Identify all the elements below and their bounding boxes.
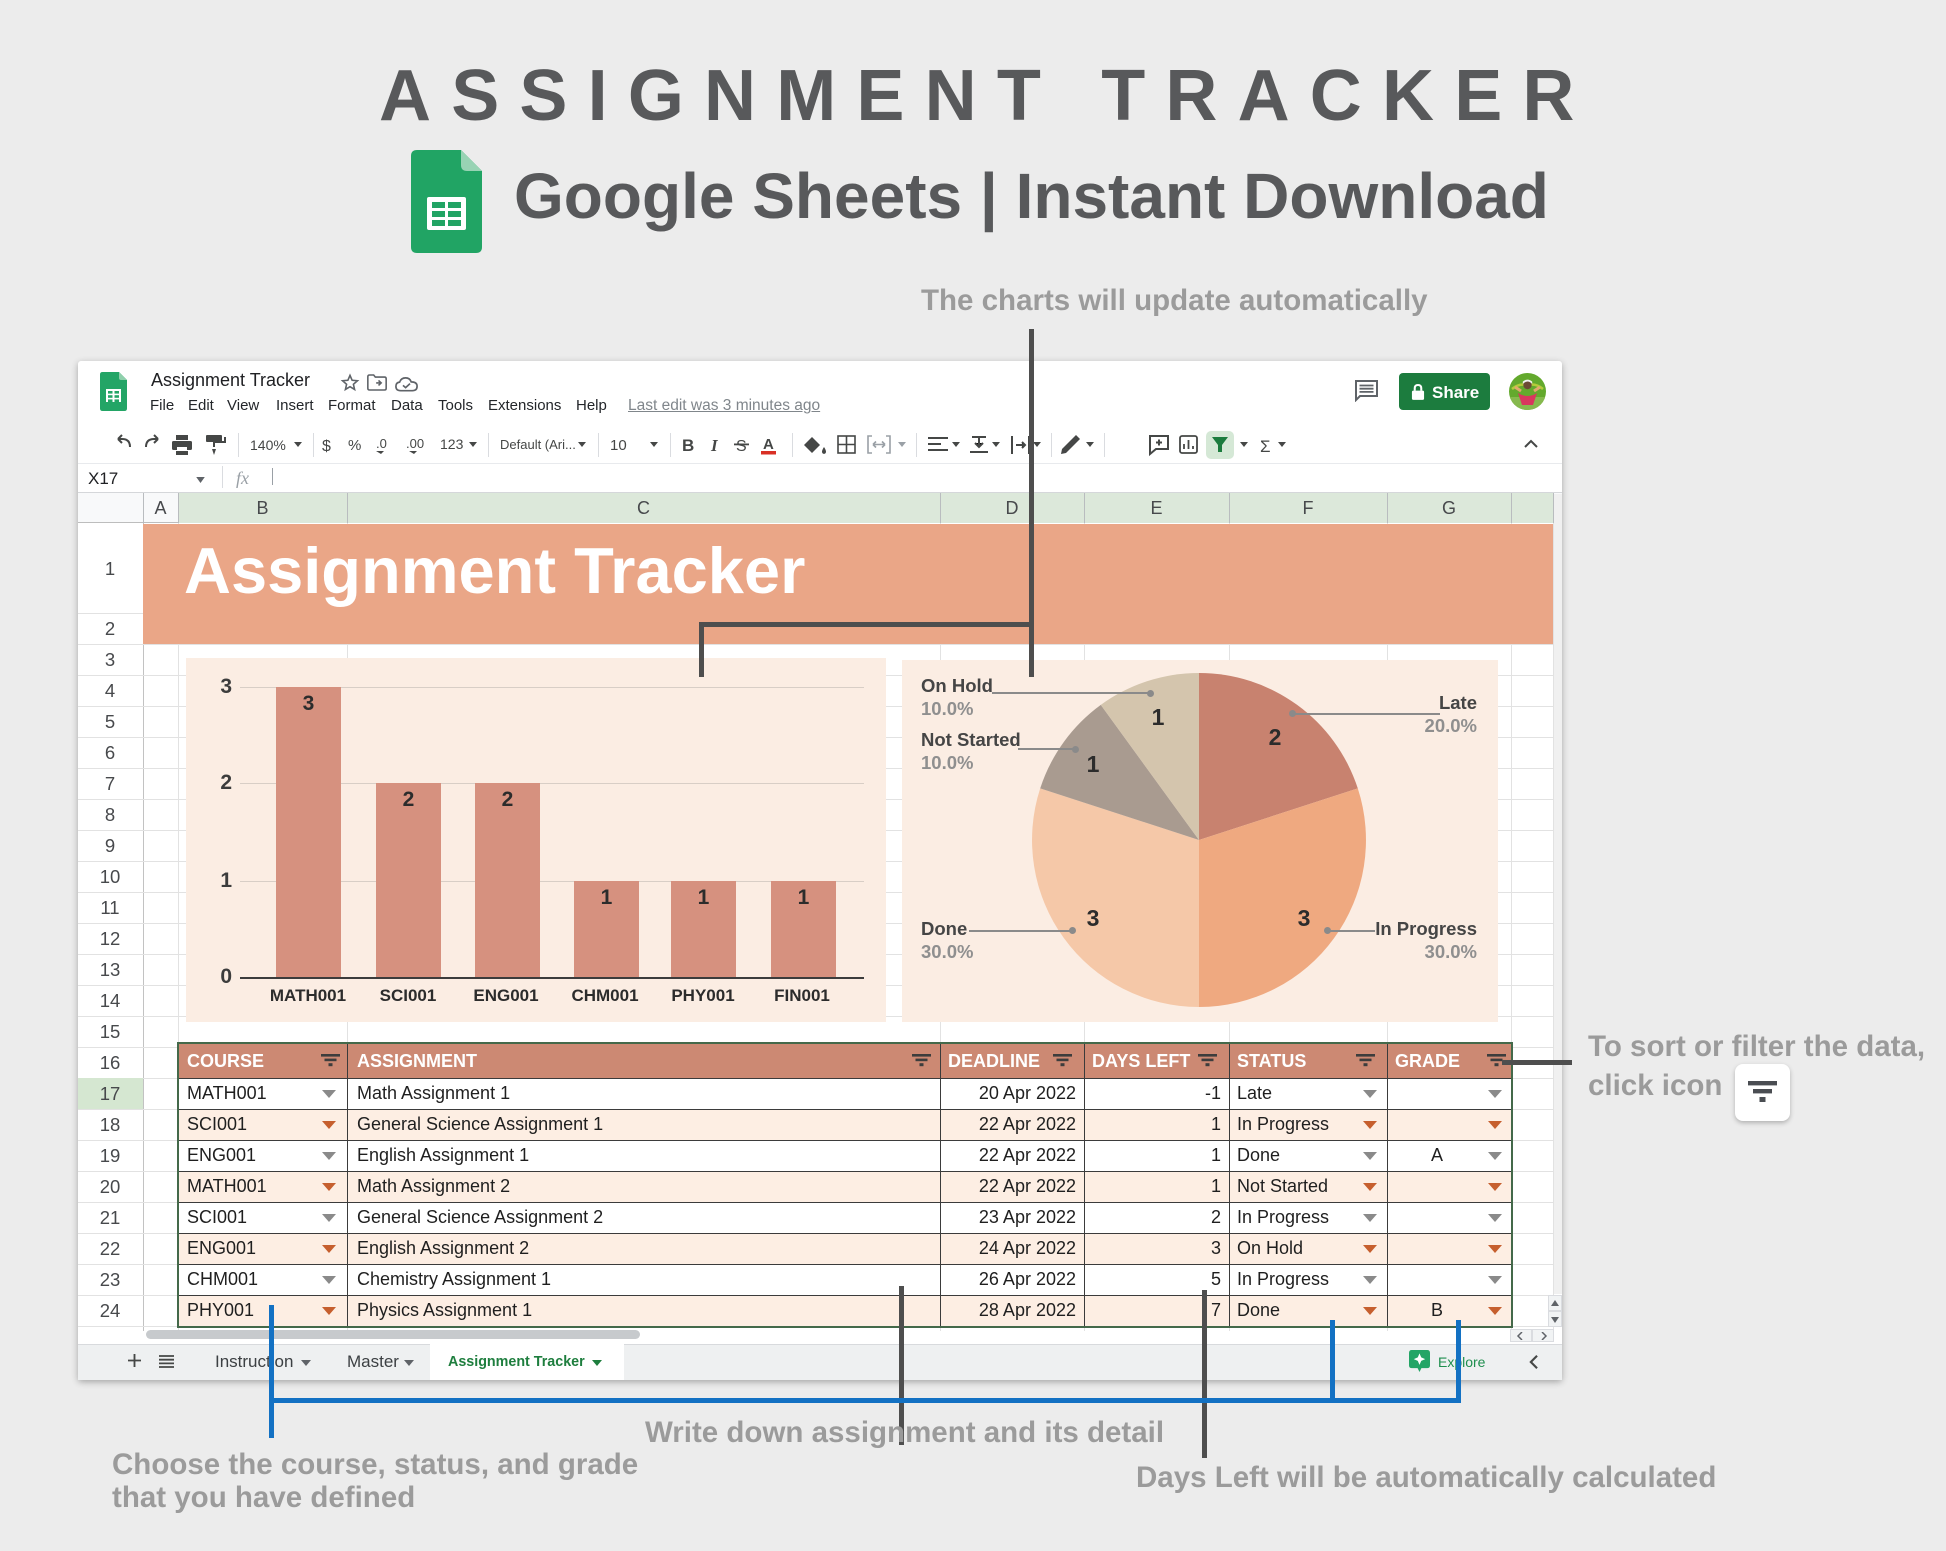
svg-text:B: B <box>682 436 694 455</box>
svg-text:.00: .00 <box>406 436 424 451</box>
svg-text:140%: 140% <box>250 437 286 453</box>
svg-text:%: % <box>348 437 361 454</box>
svg-text:I: I <box>710 436 719 455</box>
svg-text:A: A <box>763 436 774 453</box>
svg-text:Default (Ari...: Default (Ari... <box>500 437 576 452</box>
svg-text:S: S <box>736 438 747 455</box>
svg-text:$: $ <box>322 438 331 455</box>
svg-text:123: 123 <box>440 436 464 452</box>
svg-text:10: 10 <box>610 437 627 454</box>
svg-text:.0: .0 <box>376 436 387 451</box>
svg-text:Σ: Σ <box>1260 437 1271 456</box>
